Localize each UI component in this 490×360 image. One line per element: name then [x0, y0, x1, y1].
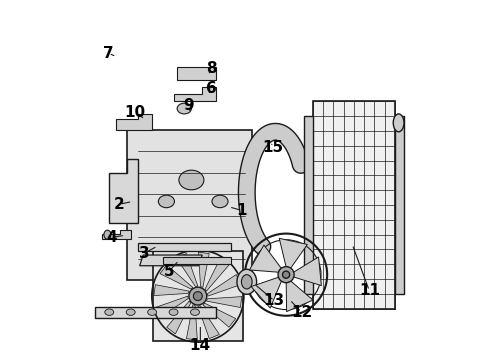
Polygon shape — [187, 305, 197, 340]
Ellipse shape — [158, 195, 174, 208]
Polygon shape — [109, 158, 138, 223]
Polygon shape — [140, 255, 202, 266]
Ellipse shape — [237, 269, 257, 294]
Ellipse shape — [179, 170, 204, 190]
Polygon shape — [206, 297, 242, 307]
Text: 10: 10 — [124, 105, 146, 120]
Polygon shape — [138, 243, 231, 251]
Polygon shape — [395, 116, 404, 294]
Ellipse shape — [169, 309, 178, 315]
Polygon shape — [127, 130, 252, 280]
Polygon shape — [208, 275, 241, 296]
Text: 2: 2 — [114, 197, 124, 212]
Ellipse shape — [194, 292, 202, 301]
Text: 11: 11 — [359, 283, 380, 298]
Ellipse shape — [283, 271, 290, 278]
Polygon shape — [249, 245, 282, 272]
Polygon shape — [117, 114, 152, 130]
Ellipse shape — [212, 195, 228, 208]
Polygon shape — [173, 87, 217, 102]
Polygon shape — [177, 67, 217, 80]
Ellipse shape — [104, 230, 111, 239]
Text: 15: 15 — [262, 140, 283, 155]
Text: 12: 12 — [291, 305, 312, 320]
Ellipse shape — [126, 309, 135, 315]
Polygon shape — [176, 253, 198, 287]
Polygon shape — [286, 281, 313, 312]
Text: 9: 9 — [183, 98, 194, 113]
Text: 7: 7 — [103, 46, 114, 61]
Ellipse shape — [191, 309, 199, 315]
Polygon shape — [163, 257, 231, 264]
Polygon shape — [198, 306, 220, 339]
Polygon shape — [95, 307, 217, 318]
Polygon shape — [155, 296, 188, 318]
Text: 13: 13 — [264, 293, 285, 308]
Polygon shape — [203, 303, 236, 327]
Ellipse shape — [242, 275, 252, 289]
Text: 14: 14 — [190, 338, 211, 352]
Polygon shape — [167, 301, 191, 334]
Ellipse shape — [189, 287, 207, 305]
Ellipse shape — [177, 103, 192, 114]
Polygon shape — [198, 252, 209, 287]
Polygon shape — [293, 257, 321, 285]
Text: 3: 3 — [139, 246, 149, 261]
Text: 6: 6 — [206, 81, 217, 96]
Text: 8: 8 — [206, 61, 217, 76]
Polygon shape — [279, 238, 307, 269]
Polygon shape — [160, 265, 193, 289]
Polygon shape — [153, 251, 243, 341]
Polygon shape — [313, 102, 395, 309]
Ellipse shape — [393, 114, 404, 132]
Polygon shape — [154, 285, 189, 296]
Polygon shape — [102, 230, 131, 239]
Ellipse shape — [147, 309, 157, 315]
Text: 1: 1 — [236, 203, 246, 218]
Polygon shape — [304, 116, 313, 294]
Text: 5: 5 — [164, 264, 174, 279]
Polygon shape — [205, 258, 229, 291]
Ellipse shape — [278, 267, 294, 283]
Ellipse shape — [105, 309, 114, 315]
Polygon shape — [251, 277, 282, 308]
Text: 4: 4 — [107, 230, 118, 245]
